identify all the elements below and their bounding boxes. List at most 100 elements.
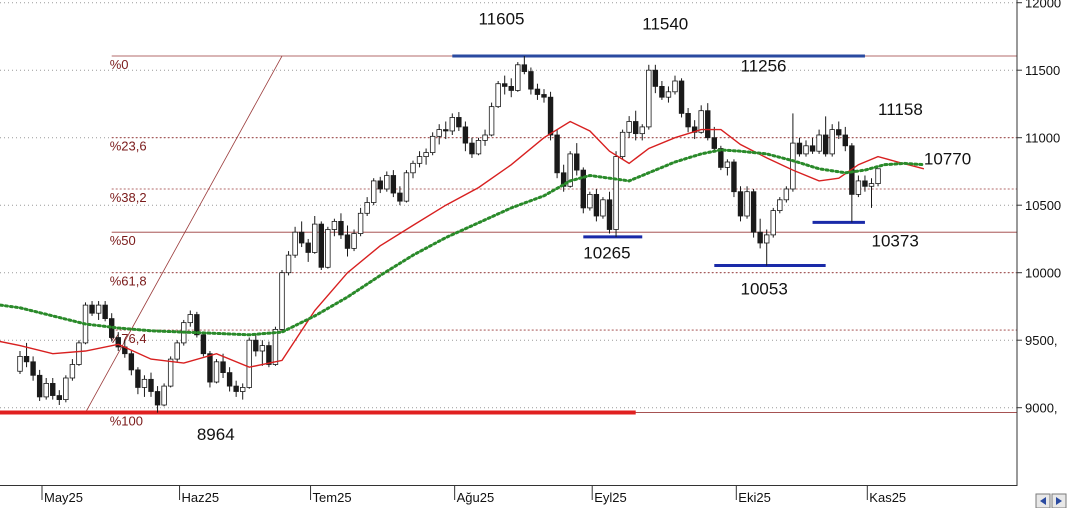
candle-body [213,361,220,383]
candle-body [279,272,285,330]
candle-body [246,339,252,388]
fib-level-label: %61,8 [110,274,147,289]
candle-body [515,64,521,91]
price-annotation: 11256 [741,57,787,76]
candle-body [226,372,233,387]
fib-level-label: %0 [110,57,129,72]
fib-level-label: %50 [110,233,136,248]
candle-body [600,199,606,217]
candle-body [488,106,495,136]
price-annotations: 11605 11540 11256 11158 10770 10265 10373 10053… [197,9,971,444]
fib-level-label: %100 [110,414,143,429]
y-tick-label: 11500 [1025,63,1060,78]
candle-body [233,385,239,392]
candle-body [416,156,423,164]
candle-body [298,231,305,244]
candle-body [95,304,102,314]
candle-body [783,188,790,201]
candle-body [325,229,331,268]
scroll-right-icon [1056,497,1062,505]
candle-body [508,86,514,91]
candle-body [285,254,292,274]
x-tick-label: May25 [44,490,83,505]
candle-body [580,169,586,209]
candle-body [705,110,711,139]
candle-body [547,96,554,136]
candle-body [128,353,135,371]
candle-body [482,134,488,141]
scroll-left-icon [1040,497,1046,505]
candle-body [659,86,665,98]
x-axis-ticks: May25 Haz25 Tem25 Ağu25 Eyl25 Eki25 Kas25 [41,486,906,505]
fibonacci-levels: %0 %23,6 %38,2 %50 %61,8 %76,4 %100 [110,55,1017,429]
y-tick-label: 9000, [1025,401,1058,416]
candle-body [443,129,449,132]
candle-body [829,129,835,155]
candle-body [528,71,534,90]
candle-body [370,180,377,203]
candle-body [449,117,455,132]
candle-body [148,378,154,392]
candle-body [790,142,796,190]
candle-body [410,162,416,174]
candle-body [718,148,724,168]
candle-body [469,142,475,155]
candle-body [744,191,750,217]
axes [0,0,1018,486]
candle-body [135,369,141,388]
candle-body [115,337,121,348]
candle-body [63,377,69,401]
price-annotation: 10053 [741,279,788,298]
candle-body [587,193,593,209]
candle-body [17,355,23,372]
candle-body [462,126,469,144]
candle-body [672,80,678,93]
candle-body [534,88,541,95]
candle-body [331,220,338,230]
candle-body [23,355,30,363]
y-tick-label: 9500, [1025,333,1058,348]
candle-body [567,153,573,187]
support-resistance-lines [0,54,865,415]
candle-body [377,180,383,190]
plot-background [0,0,1017,484]
fib-level-label: %23,6 [110,139,147,154]
candle-body [253,339,259,352]
candle-body [731,161,737,193]
candle-body [724,161,731,168]
candle-body [423,152,429,158]
candle-body [665,91,672,98]
price-annotation: 11605 [479,9,525,28]
candle-body [174,342,180,360]
price-annotation: 11158 [878,100,923,119]
candle-body [36,374,43,398]
candle-body [639,126,645,135]
candle-body [606,199,613,230]
y-tick-label: 12000 [1025,0,1061,11]
x-tick-label: Eki25 [738,490,771,505]
candle-body [757,231,763,244]
candle-body [384,175,390,190]
candle-body [161,385,167,406]
candle-body [266,345,272,365]
candle-body [574,153,580,171]
candle-body [220,361,226,373]
y-tick-label: 10000 [1025,266,1061,281]
price-annotation: 10770 [924,150,971,169]
x-tick-label: Ağu25 [457,490,495,505]
candle-body [76,342,82,365]
candle-body [318,223,324,268]
x-tick-label: Eyl25 [594,490,627,505]
candle-body [554,134,560,174]
x-tick-label: Kas25 [869,490,906,505]
candle-body [69,364,76,379]
candle-body [862,180,868,187]
candle-body [344,234,351,249]
candle-body [43,382,49,398]
scroll-arrows[interactable] [1035,493,1067,509]
moving-averages [0,120,926,368]
candle-body [364,202,370,214]
candle-body [56,395,62,400]
candle-body [685,113,691,128]
